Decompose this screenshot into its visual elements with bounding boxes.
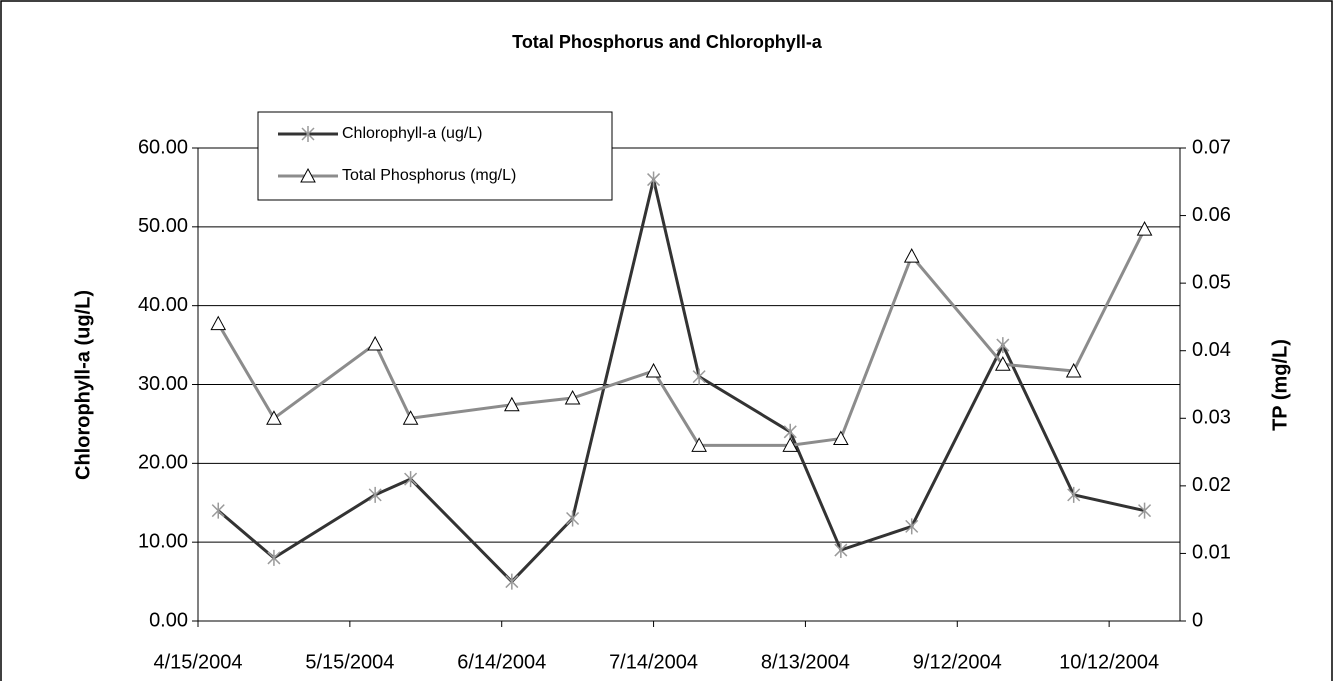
y-tick-label: 10.00 [138, 530, 188, 552]
data-point [210, 315, 227, 331]
y-tick-label: 20.00 [138, 452, 188, 474]
y-tick-label: 50.00 [138, 215, 188, 237]
data-point [903, 248, 920, 263]
data-point [691, 437, 707, 452]
legend-marker [300, 167, 316, 183]
x-tick-label: 8/13/2004 [761, 651, 850, 673]
data-point [368, 486, 382, 503]
y-tick-label: 0.00 [149, 609, 188, 631]
y2-tick-label: 0.03 [1192, 407, 1231, 429]
data-point [566, 510, 580, 527]
chart-title: Total Phosphorus and Chlorophyll-a [512, 32, 823, 52]
data-point [1138, 502, 1152, 519]
series-line [216, 228, 1146, 447]
data-point [783, 423, 797, 440]
legend-box [257, 111, 613, 201]
data-point [905, 518, 919, 535]
legend-label: Chlorophyll-a (ug/L) [342, 125, 483, 142]
data-point [404, 471, 418, 488]
legend-label: Total Phosphorus (mg/L) [342, 167, 516, 184]
data-point [505, 573, 519, 590]
data-point [503, 396, 520, 412]
x-tick-label: 4/15/2004 [154, 651, 243, 673]
y2-tick-label: 0.01 [1192, 542, 1231, 564]
data-point [267, 549, 281, 566]
data-point [367, 335, 384, 351]
data-point [994, 356, 1011, 371]
x-tick-label: 7/14/2004 [609, 651, 698, 673]
y2-tick-label: 0.07 [1192, 136, 1231, 158]
x-tick-label: 9/12/2004 [913, 651, 1002, 673]
y2-tick-label: 0.05 [1192, 271, 1231, 293]
data-point [1065, 362, 1082, 378]
legend-marker [301, 126, 315, 142]
y-tick-label: 40.00 [138, 294, 188, 316]
y2-axis-title: TP (mg/L) [1269, 339, 1291, 431]
data-point [564, 389, 581, 405]
data-point [1067, 486, 1081, 503]
data-point [402, 410, 419, 425]
x-tick-label: 6/14/2004 [457, 651, 546, 673]
y2-tick-label: 0.06 [1192, 204, 1231, 226]
series-line [217, 179, 1145, 584]
data-point [211, 502, 225, 519]
data-point [647, 171, 661, 188]
y2-tick-label: 0.04 [1192, 339, 1231, 361]
y-axis-title: Chlorophyll-a (ug/L) [72, 290, 94, 480]
y2-tick-label: 0.02 [1192, 474, 1231, 496]
x-tick-label: 5/15/2004 [305, 651, 394, 673]
x-tick-label: 10/12/2004 [1059, 651, 1159, 673]
data-point [645, 362, 662, 378]
data-point [782, 437, 799, 452]
y-tick-label: 60.00 [138, 136, 188, 158]
data-point [834, 542, 848, 559]
y-tick-label: 30.00 [138, 373, 188, 395]
data-point [996, 337, 1010, 354]
data-point [692, 368, 706, 385]
data-point [1136, 221, 1153, 236]
data-point [833, 430, 849, 446]
y2-tick-label: 0 [1192, 609, 1203, 631]
data-point [266, 410, 282, 425]
